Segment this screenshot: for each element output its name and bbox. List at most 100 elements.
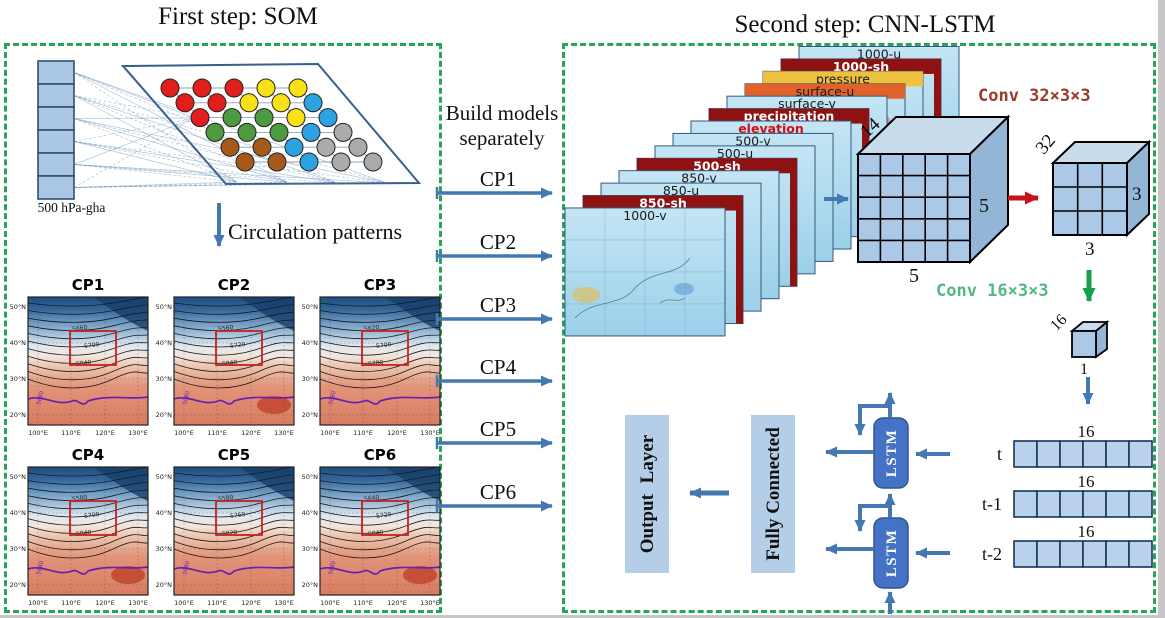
cube2-height-label: 3 bbox=[1132, 184, 1142, 205]
purple-contour bbox=[27, 566, 149, 575]
geopotential-contour bbox=[173, 334, 295, 348]
geopotential-contour bbox=[319, 319, 441, 331]
y-tick-label: 40°N bbox=[156, 509, 173, 517]
contour-value-label: 5780 bbox=[368, 359, 384, 368]
contour-value-label: 5580 bbox=[72, 494, 88, 503]
x-tick-label: 130°E bbox=[420, 599, 440, 607]
cp-map-title: CP4 bbox=[72, 446, 104, 464]
layer-map-blob bbox=[674, 282, 694, 295]
cube-grid-lines bbox=[858, 154, 970, 262]
geopotential-contour bbox=[173, 327, 295, 340]
geopotential-contour bbox=[27, 526, 149, 542]
som-node-yellow bbox=[288, 78, 308, 98]
layer-label: 500-u bbox=[717, 146, 753, 161]
layer-title-band bbox=[745, 83, 905, 99]
som-node-red bbox=[160, 78, 180, 98]
map-frame bbox=[173, 466, 295, 596]
vector-time-label: t-2 bbox=[982, 544, 1002, 564]
vector-size-label: 16 bbox=[1078, 472, 1095, 491]
map-frame bbox=[27, 296, 149, 426]
cube-front-face bbox=[1052, 162, 1128, 236]
geopotential-contour bbox=[173, 349, 295, 364]
cube2-depth-label: 32 bbox=[1032, 130, 1060, 158]
layer-map-blob bbox=[572, 286, 600, 303]
som-node-green bbox=[237, 122, 257, 142]
layer-label: pressure bbox=[816, 71, 870, 86]
geopotential-contour bbox=[319, 311, 441, 323]
som-node-yellow bbox=[271, 93, 291, 113]
geopotential-contour bbox=[173, 474, 295, 485]
geopotential-contour bbox=[173, 481, 295, 493]
map-frame bbox=[319, 296, 441, 426]
build-models-line2: separately bbox=[459, 126, 545, 151]
geopotential-contour bbox=[27, 481, 149, 493]
som-connection-line bbox=[73, 117, 196, 142]
layer-title-band bbox=[637, 158, 797, 174]
layer-label: 1000-u bbox=[857, 47, 901, 62]
build-models-note: Build models separately bbox=[436, 101, 568, 151]
y-tick-label: 50°N bbox=[302, 473, 319, 481]
x-tick-label: 120°E bbox=[241, 599, 261, 607]
cp-map-title: CP3 bbox=[364, 276, 396, 294]
conv1-label: Conv 32×3×3 bbox=[978, 86, 1091, 106]
geopotential-contour bbox=[173, 534, 295, 551]
vector-cell bbox=[1128, 490, 1153, 518]
cube3-width-label: 1 bbox=[1080, 361, 1088, 378]
som-connection-line bbox=[73, 72, 338, 184]
geopotential-contour bbox=[319, 474, 441, 485]
som-connection-line bbox=[73, 118, 288, 183]
geopotential-contour bbox=[173, 512, 295, 526]
purple-contour bbox=[27, 396, 149, 405]
som-connection-line bbox=[73, 164, 338, 184]
y-tick-label: 40°N bbox=[302, 509, 319, 517]
feature-vector-t: 16 t bbox=[997, 422, 1153, 468]
layer-label: 850-v bbox=[681, 171, 717, 186]
bottom-edge-strip bbox=[0, 615, 1165, 618]
study-area-rect bbox=[69, 500, 117, 536]
som-node-green bbox=[269, 122, 289, 142]
som-connection-line bbox=[73, 95, 196, 119]
geopotential-contour bbox=[27, 504, 149, 518]
cp-map-CP3: 5620 5700 5780 5880 CP3 100°E 110°E 120°E 130°E 5… bbox=[302, 276, 441, 437]
som-node-yellow bbox=[256, 78, 276, 98]
som-node-red bbox=[207, 93, 227, 113]
geopotential-contour bbox=[319, 481, 441, 493]
som-connection-line bbox=[73, 164, 238, 183]
layer-label: 850-u bbox=[663, 183, 699, 198]
contour-value-label: 5580 bbox=[218, 494, 234, 503]
x-tick-label: 130°E bbox=[274, 599, 294, 607]
som-connection-line bbox=[73, 141, 288, 183]
som-node-brown bbox=[220, 137, 240, 157]
cp-map-title: CP5 bbox=[218, 446, 250, 464]
layer-label: elevation bbox=[738, 121, 804, 136]
geopotential-contour bbox=[319, 334, 441, 348]
y-tick-label: 30°N bbox=[156, 375, 173, 383]
y-tick-label: 20°N bbox=[156, 581, 173, 589]
output-layer-label: Output Layer bbox=[637, 434, 658, 553]
map-high-blue-region bbox=[385, 297, 440, 331]
geopotential-contour bbox=[173, 304, 295, 315]
map-warm-blob bbox=[403, 566, 437, 584]
cube-front-face bbox=[857, 153, 971, 263]
geopotential-contour bbox=[173, 356, 295, 372]
x-tick-label: 100°E bbox=[28, 599, 48, 607]
contour-value-label: 5720 bbox=[230, 341, 246, 350]
vector-cell bbox=[1128, 540, 1153, 568]
purple-contour-label: 5880 bbox=[328, 560, 338, 576]
purple-contour-label: 5880 bbox=[36, 560, 46, 576]
geopotential-contour bbox=[319, 466, 441, 477]
geopotential-contour bbox=[27, 311, 149, 323]
geopotential-contour bbox=[173, 519, 295, 534]
y-tick-label: 20°N bbox=[302, 581, 319, 589]
x-tick-label: 130°E bbox=[420, 429, 440, 437]
x-tick-label: 100°E bbox=[174, 429, 194, 437]
geopotential-contour bbox=[27, 519, 149, 534]
som-connection-line bbox=[73, 117, 196, 119]
som-node-gray bbox=[333, 122, 353, 142]
x-tick-label: 120°E bbox=[95, 429, 115, 437]
geopotential-contour bbox=[173, 489, 295, 501]
layer-label: 500-v bbox=[735, 133, 771, 148]
study-area-rect bbox=[361, 330, 409, 366]
contour-value-label: 5660 bbox=[72, 324, 88, 333]
